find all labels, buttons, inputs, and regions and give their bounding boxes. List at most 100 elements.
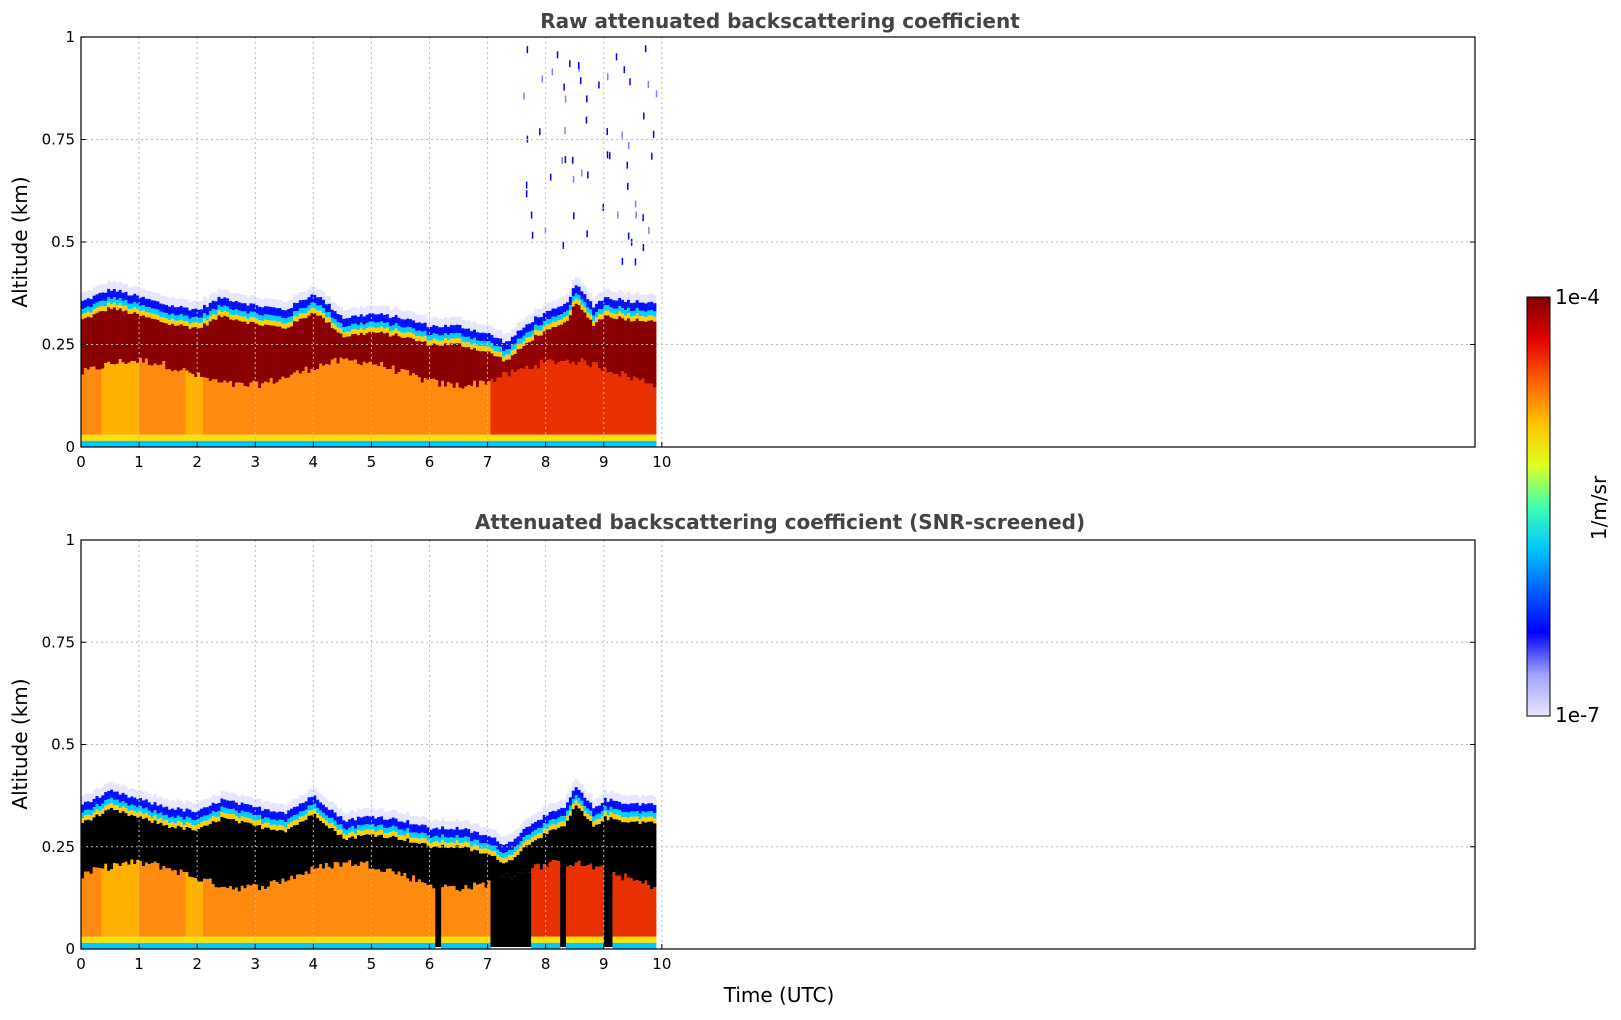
surface-cell	[243, 434, 247, 441]
haze-cell	[583, 285, 587, 297]
haze-cell	[263, 800, 268, 812]
layer-top-cell	[144, 312, 149, 318]
layer-top-cell	[81, 314, 85, 320]
haze-cell	[333, 804, 337, 815]
lower-layer-cell	[159, 869, 163, 937]
layer-top-cell	[510, 855, 515, 861]
haze-cell	[522, 319, 526, 330]
layer-top-cell	[150, 313, 154, 319]
layer-top-cell	[502, 342, 506, 352]
surface-cell	[359, 440, 364, 447]
layer-top-cell	[502, 858, 506, 864]
layer-top-cell	[223, 807, 227, 813]
layer-top-cell	[449, 338, 454, 344]
layer-top-cell	[217, 816, 221, 822]
dense-layer-cell	[487, 854, 491, 881]
layer-top-cell	[400, 319, 404, 328]
layer-top-cell	[336, 327, 340, 333]
haze-cell	[83, 291, 88, 302]
screened-gridlines	[81, 540, 1475, 949]
layer-top-cell	[545, 324, 549, 330]
dense-layer-cell	[304, 318, 308, 367]
layer-top-cell	[266, 809, 271, 818]
layer-top-cell	[586, 800, 590, 809]
lower-layer-cell	[92, 867, 96, 937]
surface-cell	[650, 942, 654, 949]
lower-layer-cell	[383, 367, 387, 435]
layer-top-cell	[467, 342, 471, 348]
layer-top-cell	[589, 802, 593, 811]
surface-cell	[383, 440, 387, 447]
layer-top-cell	[263, 809, 268, 818]
surface-cell	[176, 936, 181, 943]
dense-layer-cell	[423, 843, 427, 884]
layer-top-cell	[493, 351, 497, 357]
surface-cell	[240, 936, 245, 943]
surface-cell	[287, 942, 291, 949]
haze-cell	[249, 295, 253, 306]
layer-top-cell	[417, 330, 422, 336]
haze-cell	[168, 801, 172, 812]
layer-top-cell	[493, 845, 497, 851]
dense-layer-cell	[365, 333, 369, 364]
layer-top-cell	[414, 832, 419, 838]
dense-layer-cell	[545, 833, 549, 867]
surface-cell	[319, 434, 323, 441]
haze-cell	[324, 799, 329, 810]
layer-top-cell	[104, 292, 108, 301]
layer-top-cell	[429, 326, 433, 336]
layer-top-cell	[496, 854, 500, 860]
haze-cell	[194, 803, 198, 815]
layer-top-cell	[525, 332, 529, 338]
haze-cell	[502, 334, 506, 345]
surface-cell	[121, 942, 125, 949]
layer-top-cell	[432, 828, 436, 837]
surface-cell	[316, 936, 320, 943]
layer-top-cell	[423, 330, 427, 337]
layer-top-cell	[441, 834, 445, 840]
layer-top-cell	[455, 332, 459, 339]
surface-cell	[101, 434, 105, 441]
dense-layer-cell	[429, 848, 433, 885]
layer-top-cell	[609, 299, 613, 308]
layer-top-cell	[290, 316, 294, 322]
dense-layer-cell	[444, 343, 448, 387]
haze-cell	[162, 799, 166, 810]
layer-top-cell	[246, 817, 250, 823]
layer-top-cell	[516, 330, 520, 339]
surface-cell	[232, 936, 236, 943]
dense-layer-cell	[194, 830, 198, 879]
surface-cell	[420, 434, 425, 441]
layer-top-cell	[487, 844, 491, 850]
dense-layer-cell	[426, 345, 430, 380]
dense-layer-cell	[574, 805, 579, 863]
layer-top-cell	[438, 837, 442, 843]
haze-cell	[232, 293, 236, 304]
surface-cell	[493, 440, 497, 447]
layer-top-cell	[214, 812, 218, 818]
layer-top-cell	[319, 815, 323, 821]
layer-top-cell	[644, 817, 648, 823]
dense-layer-cell	[484, 351, 488, 385]
surface-cell	[577, 942, 581, 949]
screened-cell	[519, 873, 523, 947]
surface-cell	[412, 434, 416, 441]
haze-cell	[435, 317, 439, 328]
layer-top-cell	[220, 306, 224, 313]
layer-top-cell	[110, 304, 114, 310]
haze-cell	[232, 792, 236, 803]
dense-layer-cell	[458, 343, 462, 388]
layer-top-cell	[290, 307, 294, 317]
lower-layer-cell	[446, 886, 451, 937]
haze-cell	[115, 783, 120, 794]
lower-layer-cell	[121, 862, 125, 937]
surface-cell	[435, 434, 439, 441]
surface-cell	[487, 936, 491, 943]
lower-layer-cell	[545, 360, 549, 435]
surface-cell	[327, 936, 332, 943]
haze-cell	[234, 292, 239, 304]
surface-cell	[298, 434, 303, 441]
layer-top-cell	[319, 297, 323, 306]
dense-layer-cell	[150, 318, 154, 366]
surface-cell	[295, 942, 300, 949]
